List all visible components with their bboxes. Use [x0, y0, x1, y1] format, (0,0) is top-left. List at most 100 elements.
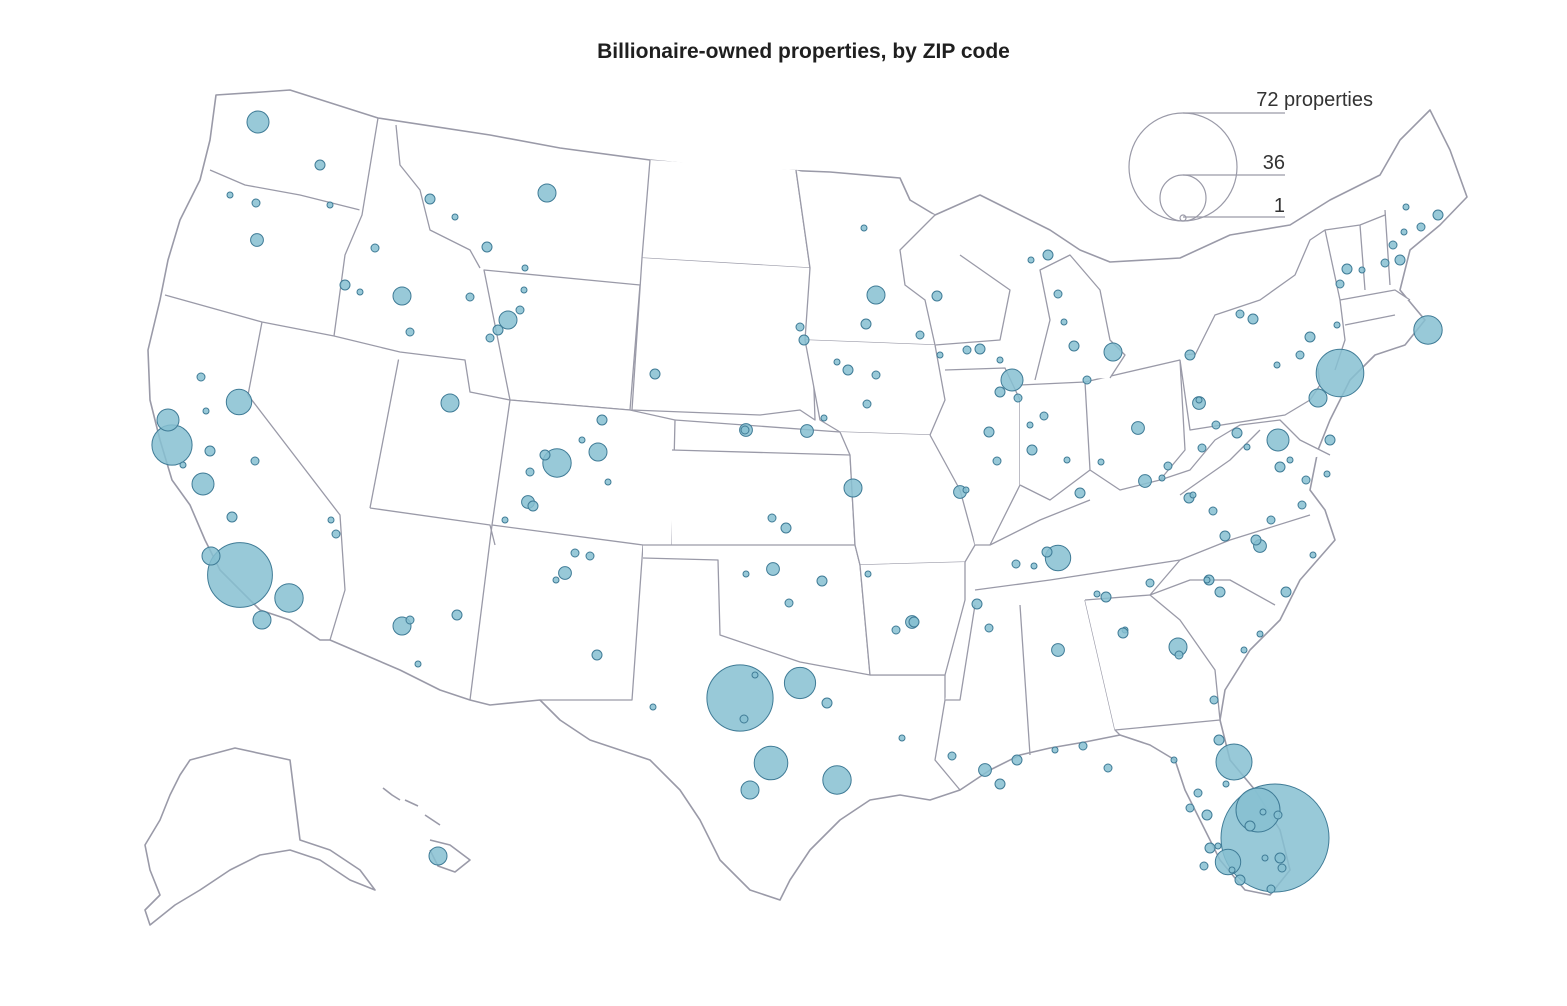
- bubble-minor-27: [649, 703, 657, 711]
- bubble-minor-2: [314, 159, 326, 171]
- boundary-or-ca: [164, 294, 335, 337]
- bubble-minor-81: [1063, 456, 1071, 464]
- bubble-minor-129: [1189, 491, 1197, 499]
- bubble-minor-31: [784, 598, 794, 608]
- bubble-minor-116: [1432, 209, 1444, 221]
- boundary-mi: [1034, 254, 1126, 381]
- bubble-minor-162: [1261, 854, 1269, 862]
- bubble-minor-142: [1185, 803, 1195, 813]
- bubble-minor-152: [204, 445, 216, 457]
- bubble-12: [706, 664, 774, 732]
- bubble-minor-72: [1027, 256, 1035, 264]
- bubble-minor-26: [591, 649, 603, 661]
- bubble-minor-102: [501, 516, 509, 524]
- bubble-1: [1235, 787, 1281, 833]
- bubble-minor-88: [871, 370, 881, 380]
- legend-label-1: 1: [1274, 195, 1285, 217]
- bubble-minor-48: [1240, 646, 1248, 654]
- bubble-47: [766, 562, 780, 576]
- bubble-40: [800, 424, 814, 438]
- bubble-minor-121: [1211, 420, 1221, 430]
- bubble-minor-33: [742, 570, 750, 578]
- bubble-minor-119: [1184, 349, 1196, 361]
- boundary-mt-nd: [641, 159, 811, 269]
- boundary-ca-nv: [247, 321, 346, 641]
- bubble-minor-114: [1400, 228, 1408, 236]
- boundary-tx-la: [870, 674, 961, 791]
- bubble-minor-83: [983, 426, 995, 438]
- bubble-minor-9: [451, 213, 459, 221]
- boundary-new-england: [1324, 209, 1411, 326]
- legend-label-36: 36: [1263, 152, 1285, 174]
- bubble-31: [1308, 388, 1328, 408]
- bubble-minor-164: [1244, 820, 1256, 832]
- bubble-33: [866, 285, 886, 305]
- bubble-layer: [151, 110, 1444, 894]
- bubble-34: [440, 393, 460, 413]
- legend-circle-36: [1159, 174, 1207, 222]
- boundary-mn: [795, 169, 936, 346]
- bubble-minor-134: [1117, 627, 1129, 639]
- boundary-ut-wy: [333, 335, 511, 401]
- bubble-45: [1138, 474, 1152, 488]
- bubble-minor-144: [1228, 866, 1236, 874]
- bubble-minor-24: [414, 660, 422, 668]
- bubble-minor-103: [1235, 309, 1245, 319]
- bubble-30: [1266, 428, 1290, 452]
- bubble-minor-154: [250, 456, 260, 466]
- boundary-wa-or: [209, 169, 361, 211]
- bubble-minor-153: [179, 461, 187, 469]
- bubble-minor-56: [1280, 586, 1292, 598]
- bubble-minor-68: [1068, 340, 1080, 352]
- bubble-minor-77: [994, 386, 1006, 398]
- bubble-minor-58: [1297, 500, 1307, 510]
- bubble-minor-98: [649, 368, 661, 380]
- bubble-minor-107: [1304, 331, 1316, 343]
- bubble-10: [225, 388, 253, 416]
- bubble-5: [274, 583, 304, 613]
- bubble-minor-96: [820, 414, 828, 422]
- bubble-minor-11: [481, 241, 493, 253]
- bubble-minor-20: [539, 449, 551, 461]
- bubble-minor-30: [751, 671, 759, 679]
- bubble-minor-108: [1333, 321, 1341, 329]
- bubble-8: [151, 424, 193, 466]
- bubble-22: [1000, 368, 1024, 392]
- bubble-minor-32: [816, 575, 828, 587]
- bubble-minor-104: [1247, 313, 1259, 325]
- bubble-minor-54: [1214, 842, 1222, 850]
- bubble-42: [978, 763, 992, 777]
- bubble-minor-3: [326, 201, 334, 209]
- bubble-minor-87: [936, 351, 944, 359]
- bubble-minor-34: [767, 513, 777, 523]
- bubble-7: [252, 610, 272, 630]
- bubble-32: [1103, 342, 1123, 362]
- bubble-minor-146: [1234, 874, 1246, 886]
- bubble-11: [191, 472, 215, 496]
- bubble-23: [246, 110, 270, 134]
- bubble-minor-13: [485, 333, 495, 343]
- bubble-minor-137: [1041, 546, 1053, 558]
- bubble-minor-160: [1273, 810, 1283, 820]
- hawaii-outline: [382, 787, 471, 873]
- bubble-minor-79: [1039, 411, 1049, 421]
- bubble-minor-59: [1274, 461, 1286, 473]
- bubble-minor-17: [596, 414, 608, 426]
- bubble-minor-12: [520, 286, 528, 294]
- bubble-minor-6: [356, 288, 364, 296]
- bubble-minor-29: [821, 697, 833, 709]
- bubble-minor-109: [1335, 279, 1345, 289]
- bubble-minor-53: [1201, 809, 1213, 821]
- bubble-minor-106: [1295, 350, 1305, 360]
- bubble-minor-19: [525, 467, 535, 477]
- legend-circle-1: [1179, 214, 1187, 222]
- bubble-minor-85: [915, 330, 925, 340]
- bubble-minor-69: [1060, 318, 1068, 326]
- legend-label-72: 72 properties: [1256, 89, 1373, 111]
- bubble-minor-113: [1394, 254, 1406, 266]
- bubble-minor-8: [424, 193, 436, 205]
- boundary-sd: [631, 257, 816, 421]
- bubble-minor-67: [1082, 375, 1092, 385]
- bubble-minor-70: [1053, 289, 1063, 299]
